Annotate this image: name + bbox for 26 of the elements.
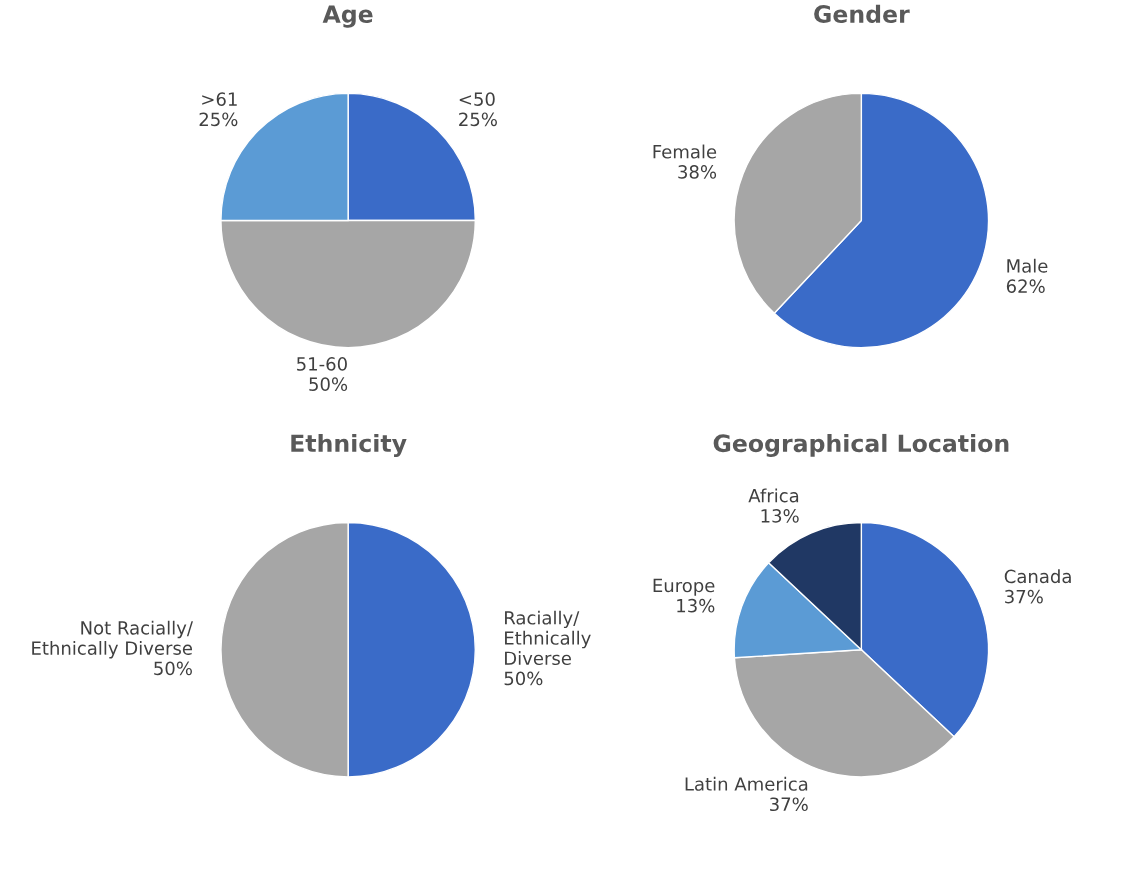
data-label: 62% bbox=[1006, 279, 1045, 293]
chart-title: Ethnicity bbox=[291, 433, 407, 457]
data-label: 38% bbox=[678, 165, 717, 179]
slice-label: Not Racially/ Ethnically Diverse bbox=[32, 620, 193, 659]
data-label: 13% bbox=[761, 509, 799, 523]
slice-label: >61 bbox=[202, 92, 237, 106]
slice-label: Africa bbox=[748, 488, 799, 503]
data-label: 50% bbox=[309, 377, 348, 391]
data-label: 13% bbox=[677, 598, 715, 613]
data-label: 25% bbox=[459, 112, 497, 127]
slice-label: Canada bbox=[1004, 569, 1071, 584]
slice-label: Female bbox=[653, 144, 717, 159]
slice-label: Europe bbox=[653, 578, 715, 596]
data-label: 37% bbox=[770, 797, 808, 812]
data-label: 25% bbox=[199, 112, 238, 127]
data-label: 37% bbox=[1005, 589, 1043, 604]
slice-label: 51-60 bbox=[297, 357, 347, 371]
data-label: 50% bbox=[154, 661, 192, 676]
chart-title: Gender bbox=[814, 4, 910, 23]
slice-label: <50 bbox=[459, 92, 495, 106]
slice-label: Male bbox=[1007, 258, 1048, 273]
slice-label: Racially/ Ethnically Diverse bbox=[505, 610, 591, 666]
chart-title: Age bbox=[322, 5, 373, 28]
data-label: 50% bbox=[504, 671, 543, 686]
slice-label: Latin America bbox=[685, 776, 808, 791]
chart-title: Geographical Location bbox=[713, 433, 1009, 457]
